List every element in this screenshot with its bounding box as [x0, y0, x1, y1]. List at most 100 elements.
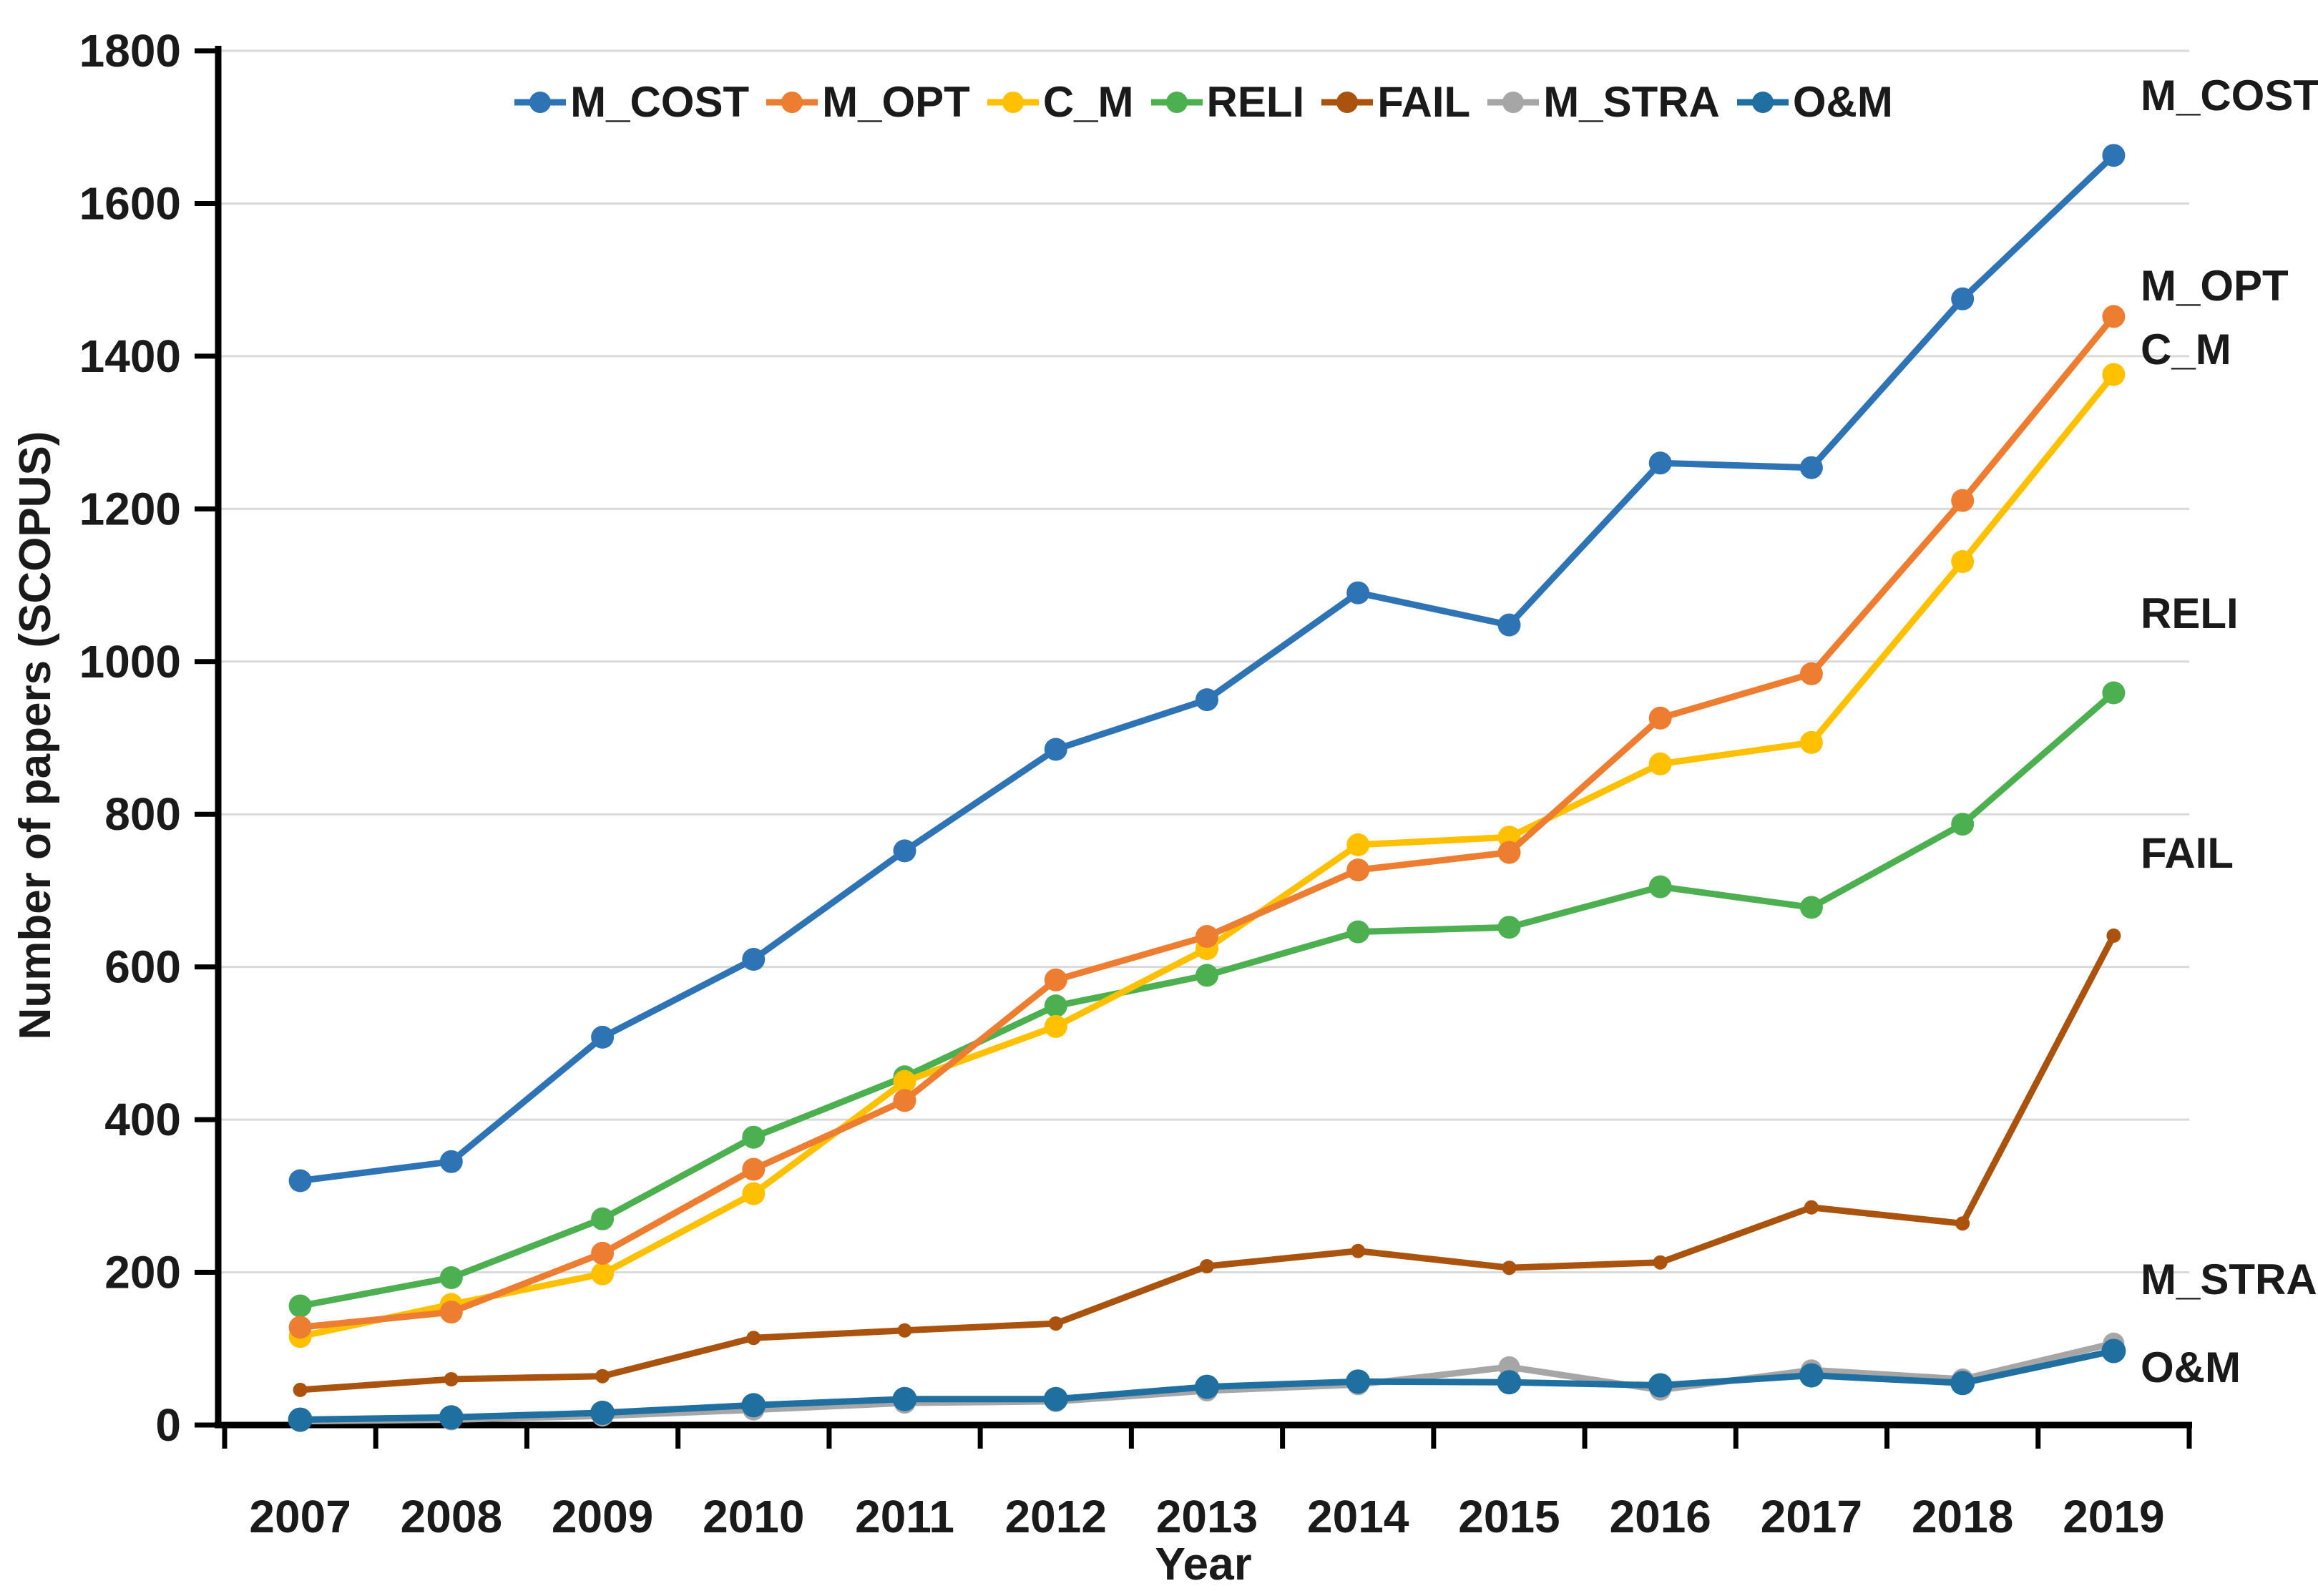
data-point [1346, 1369, 1371, 1394]
axis-labels: 0 200 400 600 800 1000 1200 1400 1600 1800 2007 200… [79, 25, 2165, 1542]
series-end-label: M_COST [2141, 72, 2318, 119]
x-tick-label: 2012 [1005, 1491, 1107, 1542]
series-end-label: O&M [2141, 1343, 2241, 1391]
data-point [439, 1150, 463, 1173]
series-fail [293, 928, 2121, 1397]
data-point [1195, 1374, 1219, 1399]
data-point [897, 1323, 912, 1338]
x-tick-label: 2013 [1156, 1491, 1258, 1542]
series-end-labels: M_COST M_OPT C_M RELI FAIL M_STRA O&M [2141, 72, 2318, 1391]
data-point [742, 1125, 766, 1149]
y-tick-label: 0 [155, 1399, 181, 1451]
data-point [1497, 613, 1521, 637]
data-point [746, 1331, 761, 1346]
y-tick-label: 400 [104, 1094, 181, 1145]
series-m-opt [288, 305, 2126, 1339]
x-tick-label: 2018 [1912, 1491, 2013, 1542]
data-point [1955, 1216, 1970, 1231]
data-point [1951, 813, 1975, 836]
data-point [591, 1262, 615, 1286]
series-end-label: C_M [2141, 325, 2231, 373]
data-point [2106, 928, 2121, 943]
data-point [1951, 287, 1975, 310]
data-point [1799, 730, 1823, 754]
data-point [741, 1393, 766, 1418]
data-point [591, 1025, 615, 1049]
gridlines [218, 49, 2189, 1274]
axes [195, 46, 2192, 1449]
data-point [2102, 363, 2126, 386]
x-tick-label: 2008 [401, 1491, 502, 1542]
series-end-label: FAIL [2141, 829, 2234, 877]
data-point [1648, 706, 1672, 730]
data-point [288, 1169, 312, 1193]
data-point [1951, 550, 1975, 573]
y-tick-label: 1800 [79, 25, 181, 77]
y-axis-title: Number of papers (SCOPUS) [11, 431, 60, 1040]
data-point [1044, 738, 1067, 761]
data-point [1351, 1243, 1366, 1258]
data-point [591, 1241, 615, 1265]
data-point [1346, 858, 1370, 882]
data-point [439, 1266, 463, 1289]
data-point [293, 1382, 308, 1397]
data-point [892, 1386, 917, 1411]
series-c-m [288, 363, 2126, 1348]
data-point [1497, 1370, 1522, 1395]
data-point [439, 1405, 464, 1430]
data-point [1502, 1260, 1517, 1276]
data-point [439, 1301, 463, 1324]
data-point [1195, 925, 1218, 948]
data-point [1799, 1363, 1824, 1388]
y-tick-label: 200 [104, 1247, 181, 1298]
data-point [1804, 1200, 1819, 1215]
series-end-label: M_OPT [2141, 262, 2289, 310]
data-point [2101, 1338, 2126, 1364]
data-point [444, 1372, 459, 1386]
data-point [742, 1182, 766, 1205]
data-point [1648, 875, 1672, 899]
data-point [1044, 968, 1067, 992]
data-point [742, 1157, 766, 1181]
data-point [1799, 456, 1823, 479]
data-point [893, 839, 916, 863]
series-line [297, 152, 2117, 1184]
series-line [297, 371, 2117, 1340]
series-line [297, 932, 2117, 1394]
data-point [1195, 964, 1218, 987]
data-point [1048, 1316, 1063, 1331]
x-tick-label: 2017 [1761, 1491, 1862, 1542]
series-end-label: M_STRA [2141, 1255, 2317, 1303]
data-point [893, 1089, 916, 1112]
data-point [1648, 1373, 1673, 1398]
data-point [1346, 581, 1370, 604]
data-point [1195, 688, 1218, 712]
x-tick-label: 2019 [2063, 1491, 2164, 1542]
x-tick-label: 2011 [855, 1491, 954, 1542]
data-point [1044, 994, 1067, 1018]
series-line [297, 313, 2117, 1331]
data-point [1497, 916, 1521, 939]
series-m-cost [288, 144, 2126, 1193]
y-tick-label: 1400 [79, 331, 181, 382]
y-tick-label: 600 [104, 941, 181, 993]
series-o-m [288, 1338, 2126, 1432]
y-tick-label: 1000 [79, 636, 181, 687]
data-point [1951, 489, 1975, 512]
data-point [2102, 144, 2126, 167]
series-end-label: RELI [2141, 589, 2239, 637]
data-point [1648, 451, 1672, 475]
data-point [590, 1400, 615, 1425]
data-point [1950, 1371, 1975, 1396]
data-point [1346, 833, 1370, 856]
data-point [742, 948, 766, 971]
x-axis-title: Year [1155, 1538, 1251, 1590]
data-point [591, 1207, 615, 1230]
data-point [2102, 305, 2126, 328]
data-point [2102, 681, 2126, 705]
series-line [297, 690, 2117, 1309]
y-tick-label: 1200 [79, 483, 181, 534]
data-point [1043, 1386, 1068, 1411]
data-point [1497, 841, 1521, 864]
